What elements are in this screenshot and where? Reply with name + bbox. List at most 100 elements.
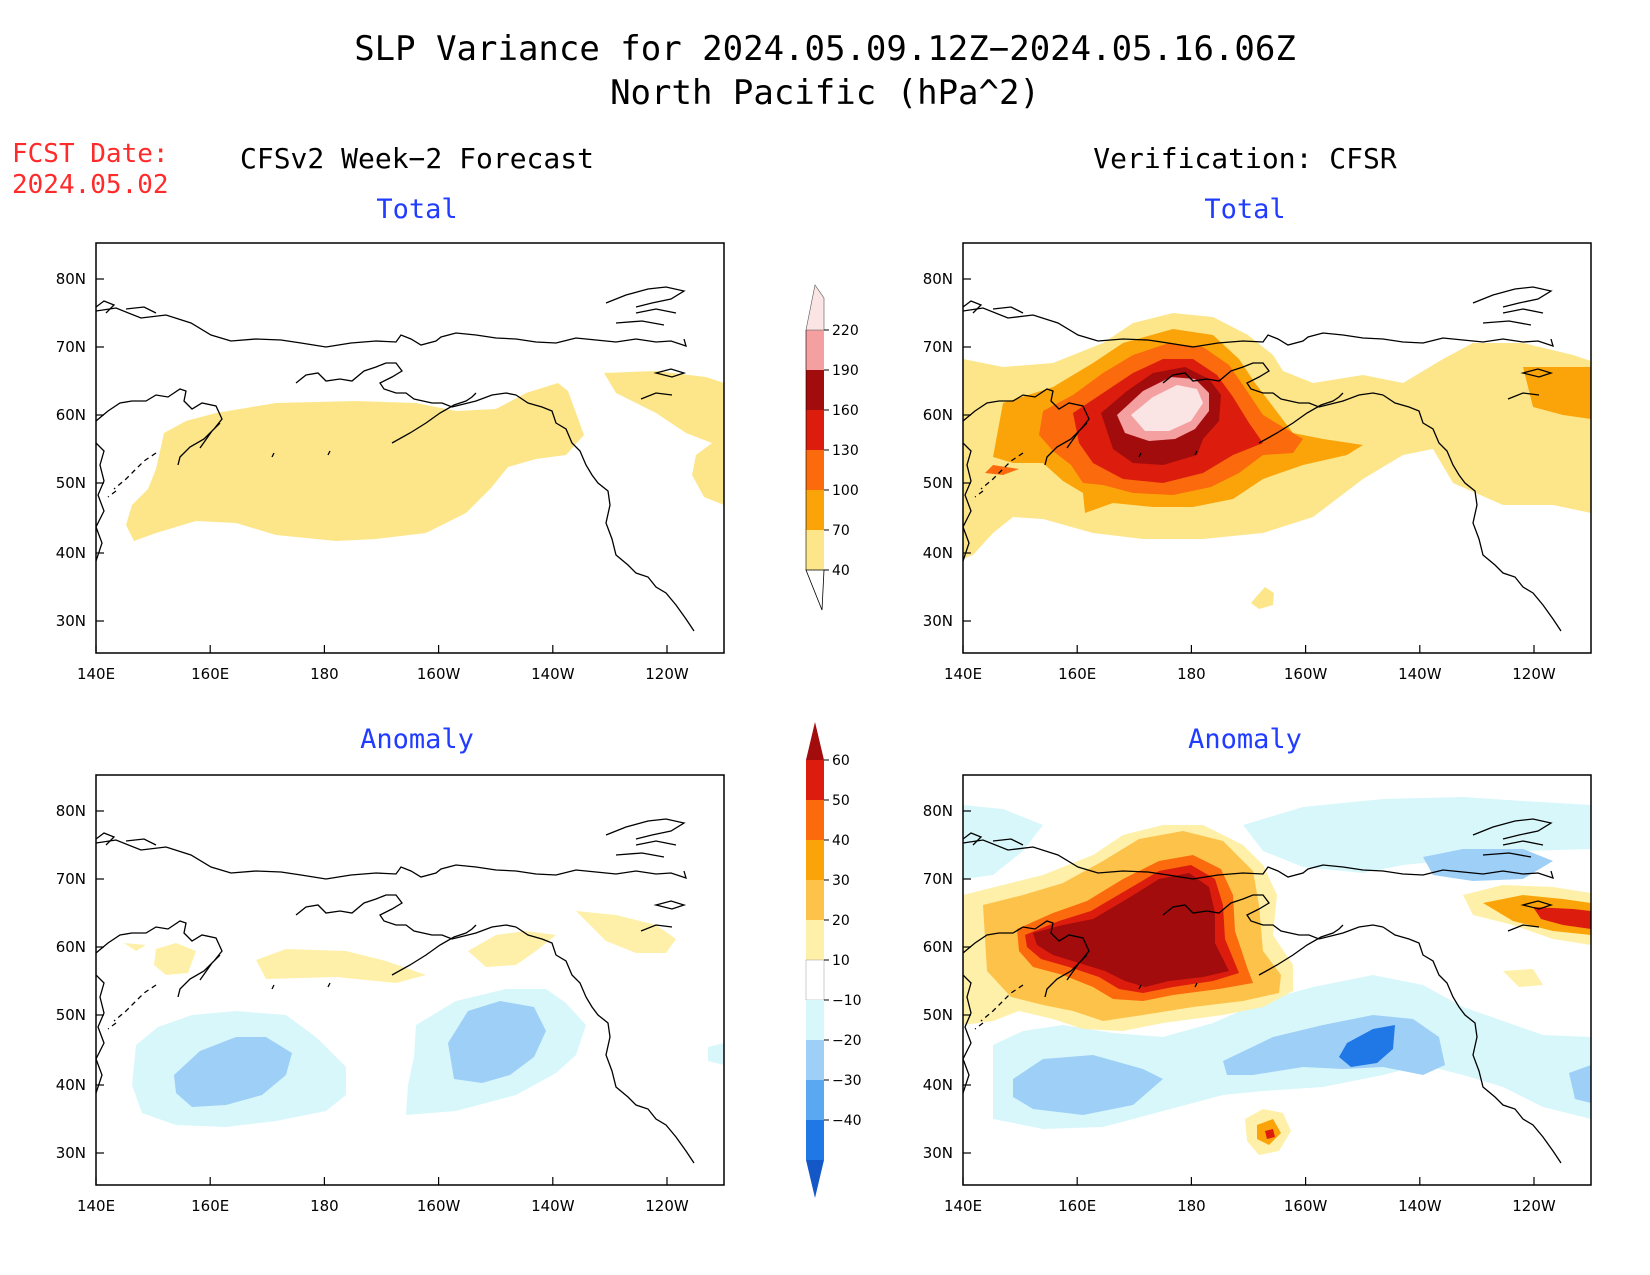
colorbar-anomaly-box — [806, 800, 824, 840]
fcst-anomaly-lat-label: 60N — [56, 938, 86, 956]
fcst-date-value: 2024.05.02 — [12, 170, 169, 200]
verif-total-lon-label: 120W — [1512, 665, 1556, 683]
fcst-date-label: FCST Date: — [12, 139, 169, 169]
fcst-anom-contour-neg20-east — [448, 1001, 546, 1083]
verif-total-title: Total — [1204, 194, 1285, 225]
verif-anomaly-lon-label: 160E — [1058, 1197, 1096, 1215]
fcst-total-lat-label: 60N — [56, 406, 86, 424]
verif-anom-contour-ne-50 — [1533, 907, 1591, 929]
verif-anomaly-lat-label: 60N — [923, 938, 953, 956]
verif-total-contour-40c — [1251, 587, 1274, 609]
colorbar-anomaly-box — [806, 1120, 824, 1160]
colorbar-total-box — [806, 330, 824, 370]
fcst-anomaly-lon-label: 120W — [645, 1197, 689, 1215]
verif-anomaly-lat-label: 70N — [923, 870, 953, 888]
colorbar-anomaly-arrow-top — [806, 722, 824, 760]
verif-anomaly-lat-label: 30N — [923, 1144, 953, 1162]
colorbar-anomaly-label: −20 — [832, 1033, 862, 1049]
verif-anom-contour-neg20-ne — [1423, 849, 1553, 881]
fcst-total-lat-label: 30N — [56, 612, 86, 630]
fcst-anomaly-title: Anomaly — [360, 724, 474, 755]
colorbar-anomaly-label: −10 — [832, 993, 862, 1009]
colorbar-total-box — [806, 410, 824, 450]
verif-anomaly-lat-label: 40N — [923, 1076, 953, 1094]
fcst-anomaly-lat-label: 50N — [56, 1006, 86, 1024]
fcst-anom-contour-neg10-edge — [708, 1043, 724, 1065]
verif-anom-contour-neg10-north — [1243, 797, 1591, 873]
colorbar-total-box — [806, 530, 824, 570]
colorbar-anomaly-label: 50 — [832, 793, 850, 809]
fcst-anomaly-lat-label: 40N — [56, 1076, 86, 1094]
colorbar-anomaly-label: 60 — [832, 753, 850, 769]
colorbar-anomaly-label: 30 — [832, 873, 850, 889]
verif-total-lat-label: 80N — [923, 270, 953, 288]
verif-anomaly-lon-label: 140E — [944, 1197, 982, 1215]
verif-anomaly-title: Anomaly — [1188, 724, 1302, 755]
colorbar-anomaly-arrow-bottom — [806, 1160, 824, 1198]
fcst-anom-contour-neg20-west — [174, 1037, 292, 1107]
verif-total-map — [963, 286, 1591, 632]
verif-total-lon-label: 140E — [944, 665, 982, 683]
verif-anomaly-map — [963, 797, 1591, 1164]
colorbar-total-label: 190 — [832, 363, 859, 379]
fcst-total-frame — [95, 242, 725, 654]
colorbar-anomaly-box — [805, 959, 825, 1001]
fcst-anomaly-lon-label: 140E — [77, 1197, 115, 1215]
fcst-anomaly-lon-label: 140W — [531, 1197, 575, 1215]
fcst-anomaly-lat-label: 80N — [56, 802, 86, 820]
colorbar-total-box — [806, 490, 824, 530]
fcst-total-map — [96, 286, 724, 632]
colorbar-total-box — [806, 370, 824, 410]
fcst-anom-contour-10-c — [468, 931, 556, 967]
verif-total-contour-220 — [1131, 385, 1203, 431]
verif-anomaly-lon-label: 180 — [1177, 1197, 1206, 1215]
colorbar-anomaly-label: −30 — [832, 1073, 862, 1089]
fcst-anom-contour-10-a — [256, 949, 426, 983]
fcst-total-lon-label: 180 — [310, 665, 339, 683]
fcst-total-lat-label: 70N — [56, 338, 86, 356]
colorbar-total-arrow-top — [805, 284, 825, 331]
verif-anom-contour-neg10-nw — [963, 805, 1043, 879]
verif-total-lat-label: 40N — [923, 544, 953, 562]
fcst-anomaly-lon-label: 160E — [191, 1197, 229, 1215]
fcst-anomaly-lon-label: 160W — [417, 1197, 461, 1215]
verif-total-lon-label: 140W — [1398, 665, 1442, 683]
fcst-total-lon-label: 140E — [77, 665, 115, 683]
colorbar-anomaly-label: 10 — [832, 953, 850, 969]
colorbar-anomaly-box — [806, 1080, 824, 1120]
fcst-anom-contour-10-d — [576, 911, 676, 953]
colorbar-total-label: 160 — [832, 403, 859, 419]
colorbar-anomaly: 60 50 40 30 20 10 −10 −20 −30 −40 — [805, 722, 862, 1198]
verif-total-lat-label: 50N — [923, 474, 953, 492]
colorbar-anomaly-label: 40 — [832, 833, 850, 849]
colorbar-total-label: 100 — [832, 483, 859, 499]
verif-anomaly-lon-label: 120W — [1512, 1197, 1556, 1215]
fcst-total-lon-label: 140W — [531, 665, 575, 683]
colorbar-anomaly-box — [806, 840, 824, 880]
verif-anom-contour-neg20-south — [1013, 1015, 1591, 1115]
colorbar-total-box — [806, 450, 824, 490]
verif-anomaly-lon-label: 160W — [1284, 1197, 1328, 1215]
verif-total-lon-label: 180 — [1177, 665, 1206, 683]
fcst-total-lon-label: 160W — [417, 665, 461, 683]
colorbar-anomaly-box — [806, 920, 824, 960]
fcst-total-contour-40 — [126, 383, 584, 541]
verif-anom-contour-sw-50 — [1265, 1129, 1275, 1139]
verif-total-lat-label: 70N — [923, 338, 953, 356]
fcst-anomaly-lat-label: 30N — [56, 1144, 86, 1162]
fcst-total-contour-40b — [604, 371, 724, 505]
colorbar-anomaly-label: −40 — [832, 1113, 862, 1129]
fcst-total-title: Total — [376, 194, 457, 225]
map-axes-layer: 140E 160E 180 160W 140W 120W 80N 70N 60N 50N 40N 30… — [56, 242, 1592, 1215]
colorbar-anomaly-box — [806, 760, 824, 800]
verif-anomaly-frame — [962, 774, 1592, 1186]
fcst-anomaly-map — [96, 818, 724, 1164]
verif-total-contour-70b — [1523, 367, 1591, 419]
fcst-total-lat-label: 50N — [56, 474, 86, 492]
colorbar-total-label: 70 — [832, 523, 850, 539]
colorbar-anomaly-box — [806, 1000, 824, 1040]
verif-anomaly-lat-label: 50N — [923, 1006, 953, 1024]
fcst-total-lat-label: 80N — [56, 270, 86, 288]
colorbar-total-arrow-bottom — [805, 569, 825, 611]
verif-anomaly-lat-label: 80N — [923, 802, 953, 820]
